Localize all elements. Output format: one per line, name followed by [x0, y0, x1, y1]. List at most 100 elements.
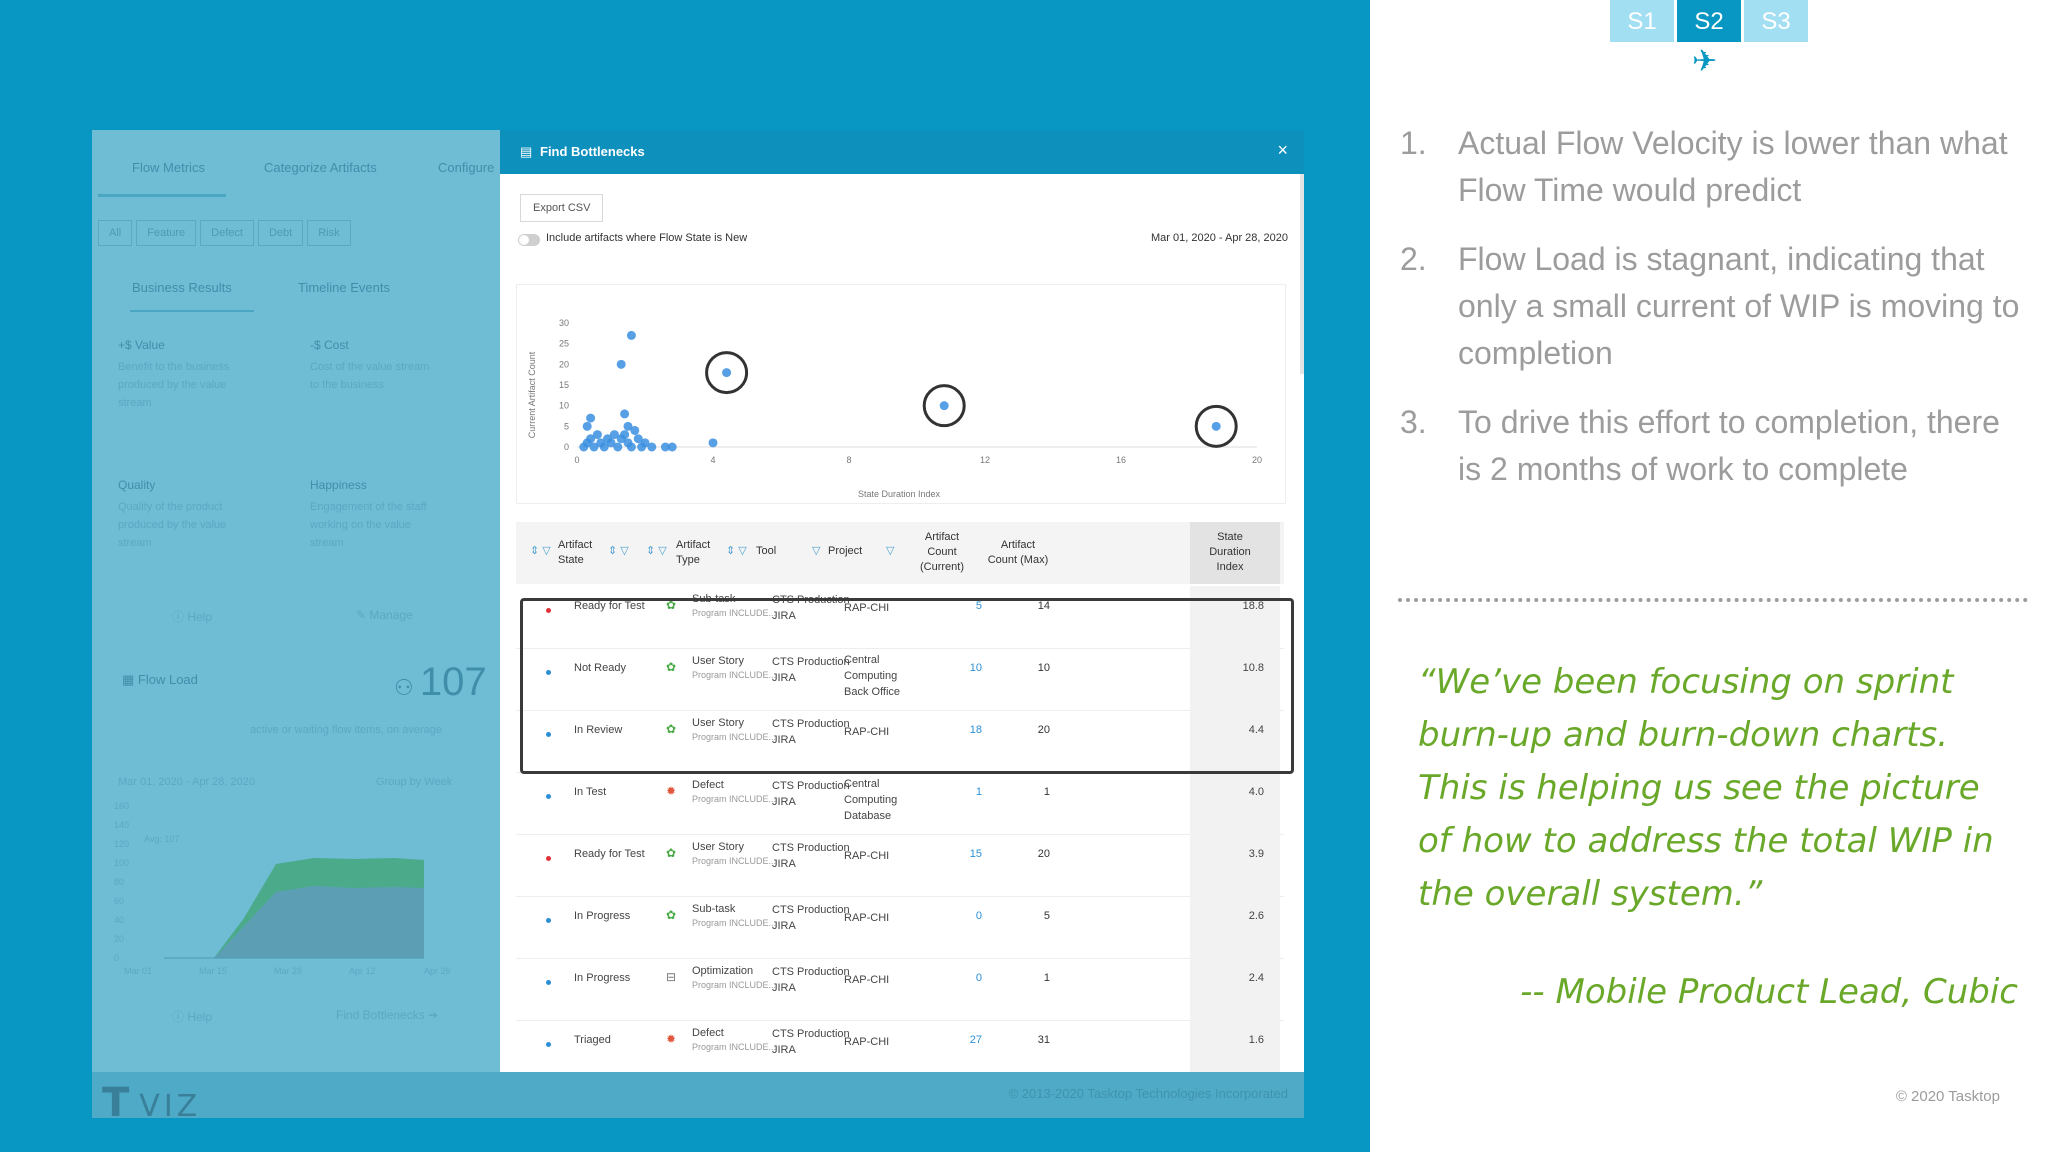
bottleneck-scatter-chart: Current Artifact Count State Duration In… — [516, 284, 1286, 504]
filter-icon[interactable]: ▽ — [886, 545, 895, 557]
top-nav: Flow Metrics Categorize Artifacts Config… — [92, 152, 500, 192]
table-row[interactable]: In Progress ✿ Sub-task Program INCLUDE... CT… — [516, 896, 1284, 959]
help-link[interactable]: ⓘ Help — [172, 608, 212, 625]
cell-count-current[interactable]: 18 — [969, 724, 982, 736]
nav-flow-metrics[interactable]: Flow Metrics — [132, 160, 205, 175]
app-copyright: © 2013-2020 Tasktop Technologies Incorpo… — [1008, 1086, 1288, 1101]
finding-3: 3. To drive this effort to completion, th… — [1400, 399, 2020, 493]
scatter-point — [939, 401, 949, 411]
manage-link[interactable]: ✎ Manage — [356, 608, 413, 622]
export-csv-button[interactable]: Export CSV — [520, 194, 604, 222]
chip-debt[interactable]: Debt — [257, 220, 304, 246]
tab-timeline-events[interactable]: Timeline Events — [298, 280, 390, 295]
cell-artifact-type: Defect Program INCLUDE... — [692, 1027, 777, 1052]
table-row[interactable]: In Test ✹ Defect Program INCLUDE... CTS Prod… — [516, 772, 1284, 835]
cell-count-max: 20 — [1037, 848, 1050, 860]
cell-artifact-type: User Story Program INCLUDE... — [692, 717, 777, 742]
state-dot — [546, 608, 551, 613]
cell-count-max: 31 — [1037, 1034, 1050, 1046]
tab-s2[interactable]: S2 — [1677, 0, 1741, 42]
tab-business-results[interactable]: Business Results — [132, 280, 232, 295]
tab-s1[interactable]: S1 — [1610, 0, 1674, 42]
table-row[interactable]: Not Ready ✿ User Story Program INCLUDE... CT… — [516, 648, 1284, 711]
help-icon: ⓘ — [172, 610, 188, 624]
chip-defect[interactable]: Defect — [200, 220, 254, 246]
filter-icon[interactable]: ⇕ ▽ — [726, 545, 747, 557]
chip-all[interactable]: All — [98, 220, 133, 246]
pencil-icon: ✎ — [356, 608, 370, 622]
filter-icon[interactable]: ▽ — [812, 545, 821, 557]
cell-artifact-state: In Progress — [574, 972, 631, 984]
find-bottlenecks-label: Find Bottlenecks — [336, 1008, 425, 1022]
find-bottlenecks-link[interactable]: Find Bottlenecks ➔ — [336, 1008, 438, 1022]
cell-count-current[interactable]: 5 — [975, 600, 982, 612]
cell-project: Central Computing Database — [844, 778, 898, 822]
flow-load-number: 107 — [419, 660, 487, 704]
find-bottlenecks-modal: ▤ Find Bottlenecks × Export CSV Include … — [500, 130, 1304, 1072]
cell-state-duration: 2.6 — [1190, 896, 1280, 958]
cell-count-current[interactable]: 0 — [975, 910, 982, 922]
group-by-select[interactable]: Group by Week — [376, 776, 453, 788]
th-artifact-count-current[interactable]: Artifact Count (Current) — [919, 531, 964, 573]
filter-icon[interactable]: ⇕ ▽ — [646, 545, 667, 557]
cell-count-current[interactable]: 1 — [975, 786, 982, 798]
th-artifact-count-max[interactable]: Artifact Count (Max) — [987, 539, 1049, 566]
cell-tool: CTS Production JIRA — [772, 718, 850, 746]
cell-state-duration: 4.0 — [1190, 772, 1280, 834]
filter-icon[interactable]: ⇕ ▽ — [530, 545, 551, 557]
chip-feature[interactable]: Feature — [136, 220, 197, 246]
include-new-toggle[interactable] — [518, 234, 540, 246]
findings-list: 1. Actual Flow Velocity is lower than wha… — [1400, 120, 2020, 515]
filter-icon[interactable]: ⇕ ▽ — [608, 545, 629, 557]
cell-artifact-type: User Story Program INCLUDE... — [692, 841, 777, 866]
finding-2: 2. Flow Load is stagnant, indicating that… — [1400, 236, 2020, 377]
customer-quote: “We’ve been focusing on sprint burn-up a… — [1418, 662, 1994, 914]
table-row[interactable]: In Progress ⊟ Optimization Program INCLUDE.… — [516, 958, 1284, 1021]
scatter-x-tick: 8 — [846, 455, 851, 465]
modal-scrollbar[interactable] — [1300, 174, 1304, 374]
nav-configure[interactable]: Configure — [438, 160, 495, 175]
th-artifact-type[interactable]: Artifact Type — [676, 539, 711, 566]
t-logo-icon: T — [102, 1080, 134, 1118]
scatter-xlabel: State Duration Index — [858, 489, 941, 499]
table-row[interactable]: Triaged ✹ Defect Program INCLUDE... CTS Prod… — [516, 1020, 1284, 1072]
nav-categorize-artifacts[interactable]: Categorize Artifacts — [264, 160, 377, 175]
cell-project: RAP-CHI — [844, 912, 890, 924]
scatter-point — [626, 330, 636, 340]
table-row[interactable]: In Review ✿ User Story Program INCLUDE... CT… — [516, 710, 1284, 773]
close-icon[interactable]: × — [1277, 140, 1288, 160]
dotted-divider — [1398, 598, 2028, 602]
table-row[interactable]: Ready for Test ✿ User Story Program INCLUDE… — [516, 834, 1284, 897]
scatter-point — [626, 442, 636, 452]
flow-load-lower-area — [164, 886, 424, 958]
flow-load-title: ▦ Flow Load — [122, 672, 198, 688]
scatter-ylabel: Current Artifact Count — [527, 351, 537, 438]
sorted-column-bg — [1190, 522, 1280, 584]
th-tool[interactable]: Tool — [756, 545, 777, 557]
cell-count-current[interactable]: 27 — [969, 1034, 982, 1046]
tab-s3[interactable]: S3 — [1744, 0, 1808, 42]
help-link-2[interactable]: ⓘ Help — [172, 1008, 212, 1025]
cell-artifact-state: Ready for Test — [574, 600, 645, 612]
app-window: Flow Metrics Categorize Artifacts Config… — [92, 130, 1304, 1118]
help-icon: ⓘ — [172, 1010, 188, 1024]
cell-count-current[interactable]: 10 — [969, 662, 982, 674]
cell-count-current[interactable]: 0 — [975, 972, 982, 984]
cell-project: RAP-CHI — [844, 850, 890, 862]
people-icon: ⚇ — [394, 675, 420, 700]
scatter-y-tick: 0 — [564, 442, 569, 452]
th-artifact-state[interactable]: Artifact State — [558, 539, 593, 566]
modal-header: ▤ Find Bottlenecks × — [500, 130, 1304, 174]
cell-tool: CTS Production JIRA — [772, 966, 850, 994]
th-project[interactable]: Project — [828, 545, 863, 557]
flow-load-label: Flow Load — [137, 672, 198, 687]
scatter-point — [647, 442, 657, 452]
card-quality-title: Quality — [118, 478, 156, 492]
cell-count-current[interactable]: 15 — [969, 848, 982, 860]
cell-project: RAP-CHI — [844, 726, 890, 738]
th-state-duration-index[interactable]: State Duration Index — [1209, 531, 1251, 573]
cell-project: RAP-CHI — [844, 1036, 890, 1048]
chip-risk[interactable]: Risk — [307, 220, 351, 246]
table-row[interactable]: Ready for Test ✿ Sub-task Program INCLUDE..… — [516, 586, 1284, 649]
slide-right-panel: S1 S2 S3 ✈ 1. Actual Flow Velocity is low… — [1370, 0, 2048, 1152]
